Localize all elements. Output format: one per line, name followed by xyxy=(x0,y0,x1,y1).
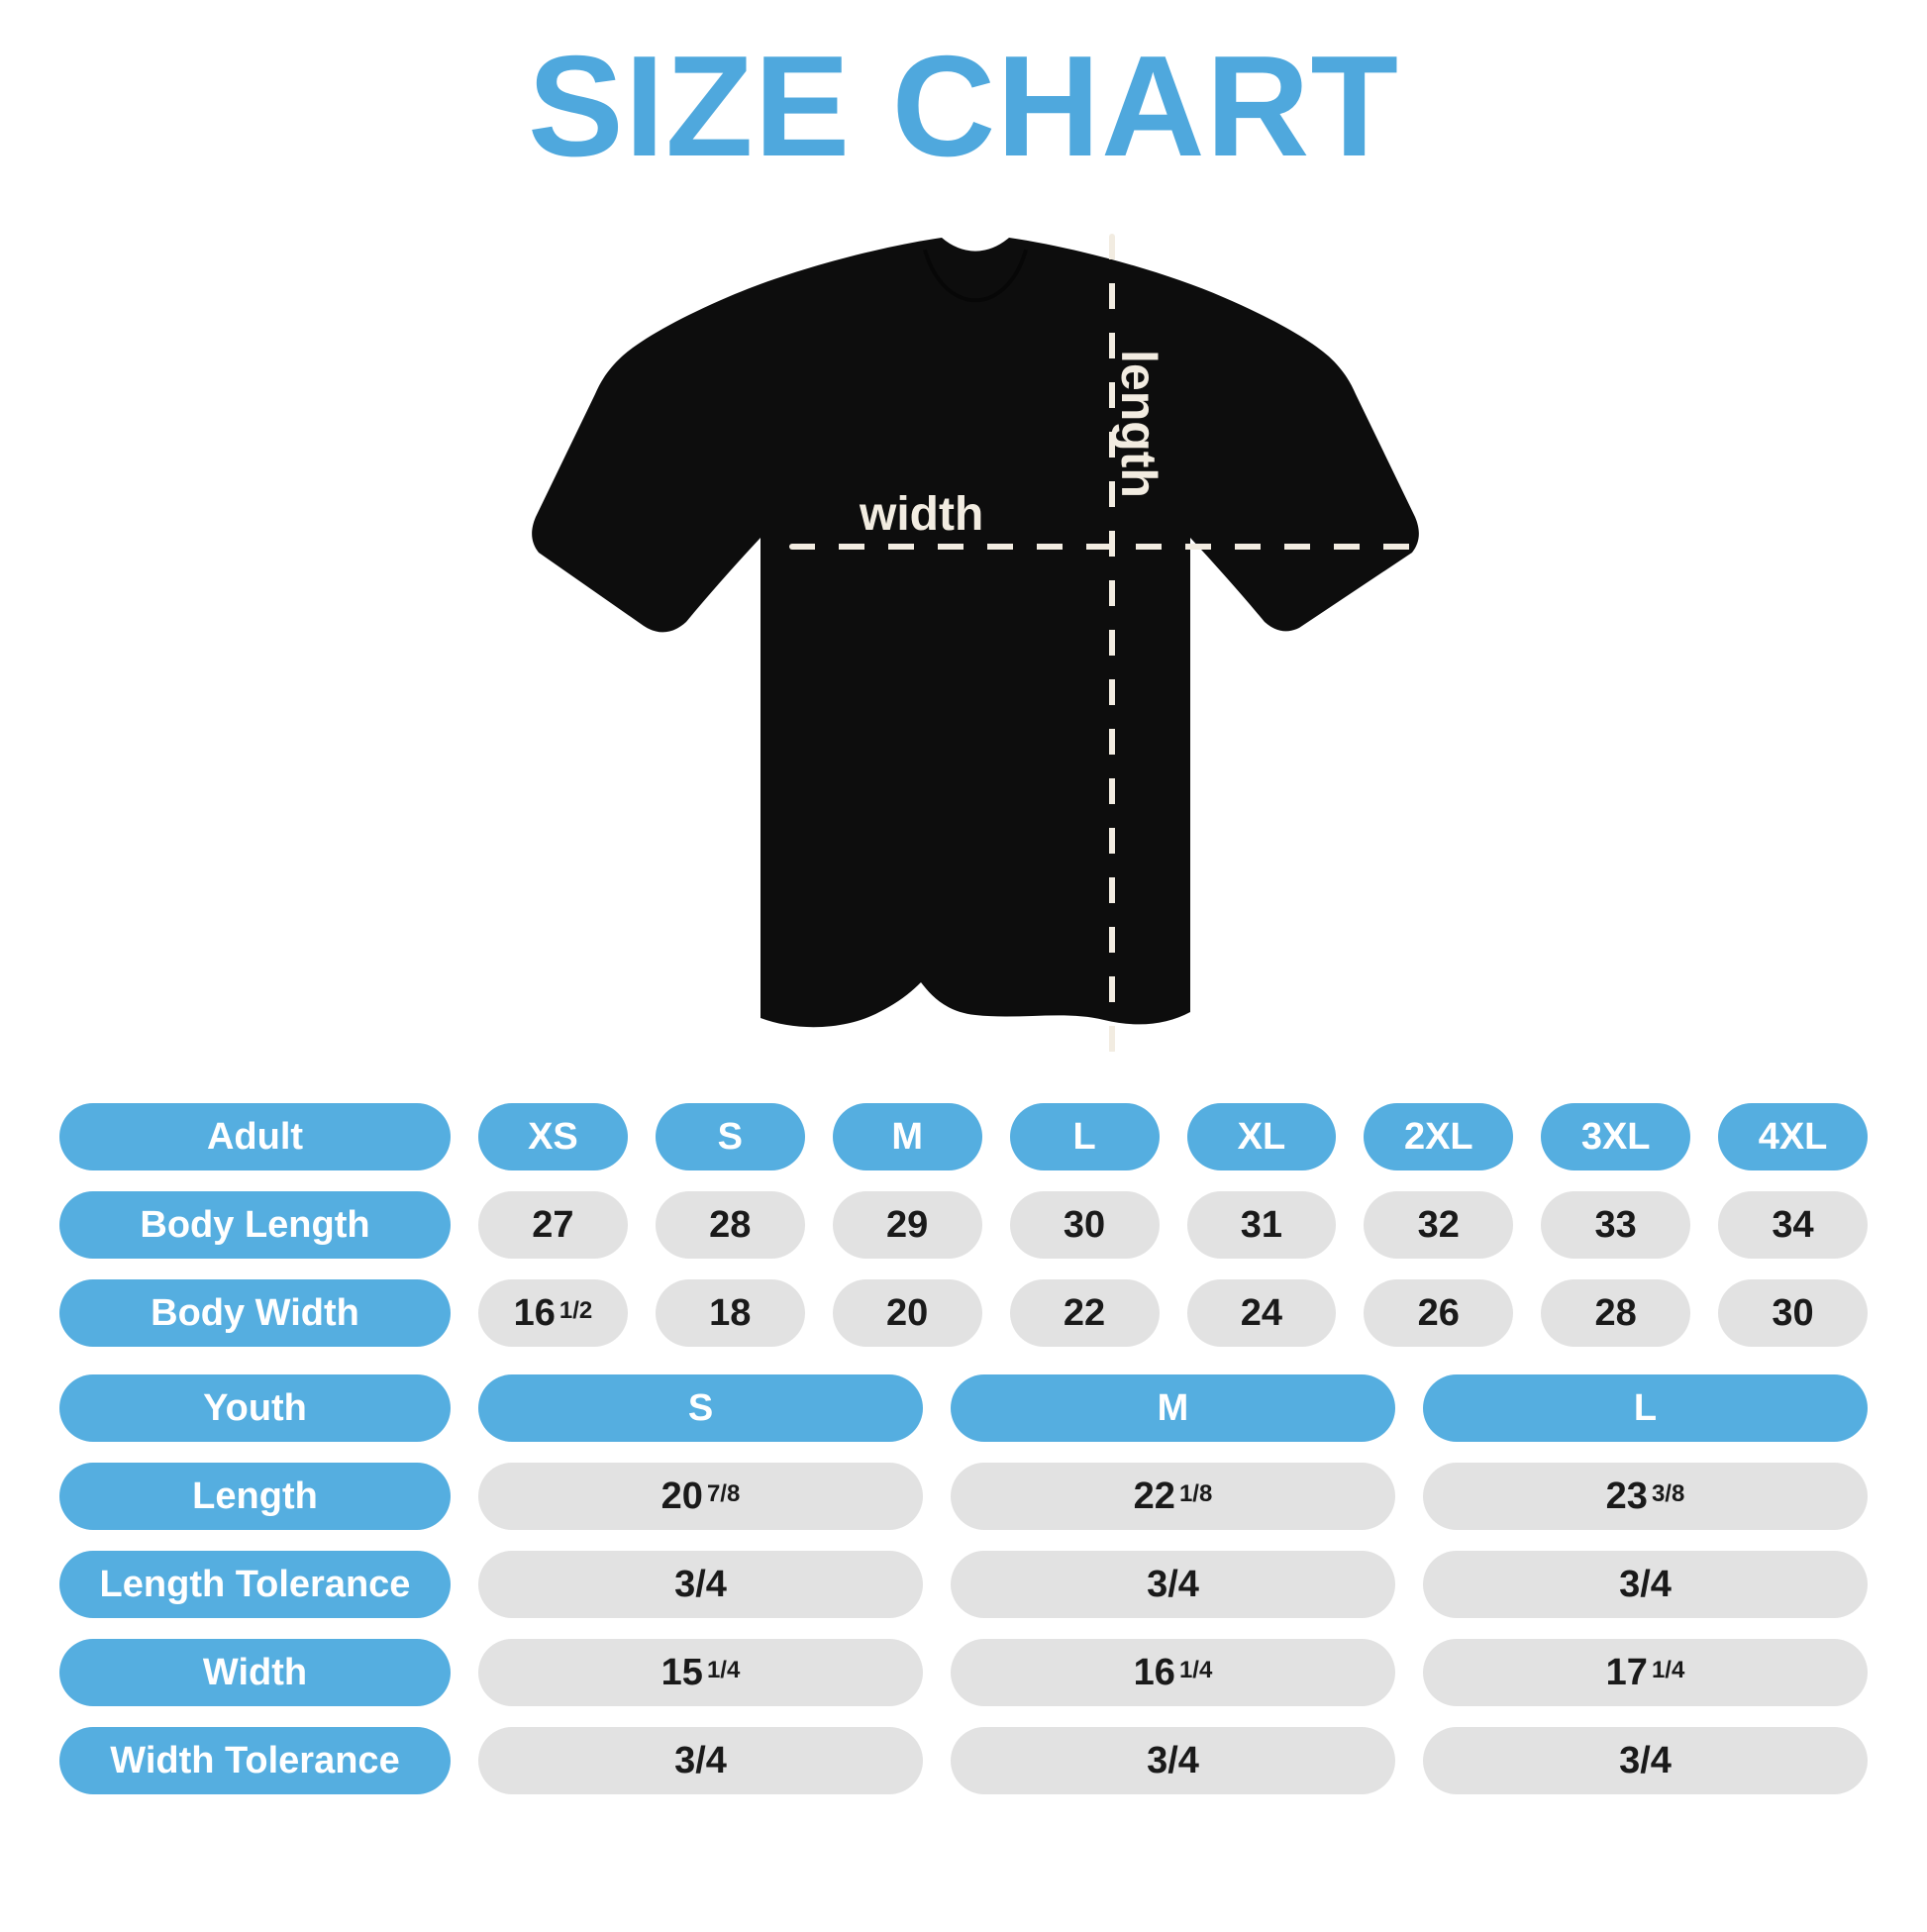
svg-text:width: width xyxy=(859,488,983,541)
svg-text:length: length xyxy=(1111,350,1166,498)
